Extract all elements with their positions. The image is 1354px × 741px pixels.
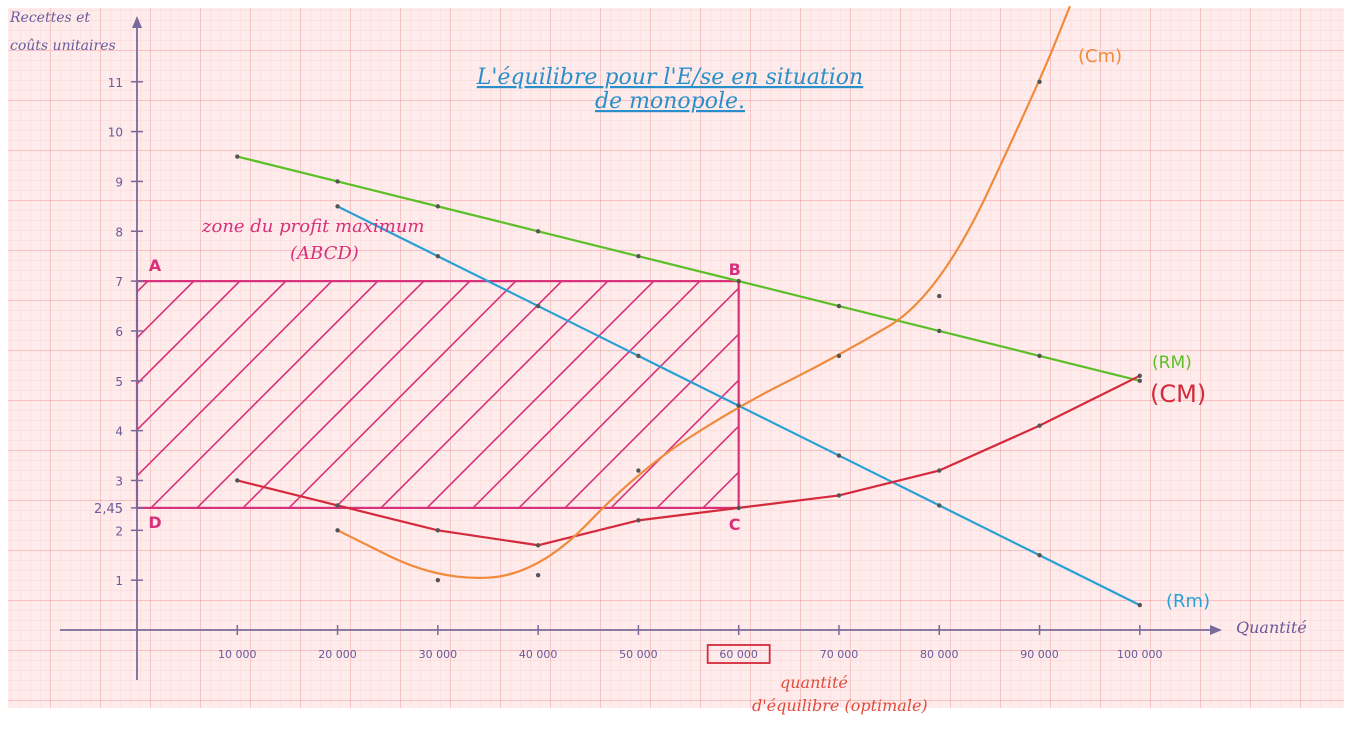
hatch-line bbox=[196, 281, 425, 508]
point-rm-2 bbox=[535, 303, 541, 309]
point-rm-3 bbox=[636, 353, 641, 359]
point-cm-4 bbox=[736, 403, 741, 408]
vertex-C: C bbox=[729, 515, 741, 534]
point-rm-5 bbox=[736, 278, 741, 284]
y-tick-label: 6 bbox=[115, 325, 123, 339]
profit-zone-hatching bbox=[137, 281, 739, 508]
point-rm-6 bbox=[937, 503, 942, 508]
y-tick-label: 9 bbox=[115, 175, 123, 189]
point-rm-8 bbox=[1037, 353, 1042, 359]
y-tick-label: 2 bbox=[115, 524, 123, 538]
x-tick-label: 60 000 bbox=[719, 648, 758, 661]
x-tick-label: 70 000 bbox=[820, 648, 859, 661]
point-cm-6 bbox=[937, 293, 942, 299]
vertex-B: B bbox=[729, 260, 741, 279]
series-line-cm bbox=[336, 5, 1071, 579]
y-tick-label: 8 bbox=[115, 225, 123, 239]
x-tick-label: 10 000 bbox=[218, 648, 257, 661]
y-tick-label: 5 bbox=[115, 375, 123, 389]
hatch-line bbox=[137, 281, 241, 386]
point-cm-1 bbox=[435, 577, 441, 583]
point-rm-4 bbox=[636, 254, 641, 259]
y-tick-label: 1 bbox=[115, 574, 123, 588]
series-label-rm: (RM) bbox=[1152, 353, 1192, 373]
vertex-D: D bbox=[148, 513, 161, 532]
point-cm-2 bbox=[535, 572, 541, 578]
series-line-rm bbox=[236, 155, 1141, 382]
hatch-line bbox=[518, 287, 739, 508]
point-cm-3 bbox=[636, 468, 641, 473]
x-tick-label: 40 000 bbox=[519, 648, 558, 661]
equilibrium-annotation-line-1: quantité bbox=[780, 673, 848, 692]
point-rm-0 bbox=[235, 154, 240, 159]
y-axis-label-line-2: coûts unitaires bbox=[10, 38, 116, 54]
x-tick-label: 20 000 bbox=[318, 648, 357, 661]
point-cm-6 bbox=[836, 493, 842, 498]
equilibrium-quantity-box bbox=[706, 644, 771, 664]
point-rm-8 bbox=[1137, 602, 1143, 608]
point-cm-7 bbox=[937, 468, 942, 473]
chart-title-line-2: de monopole. bbox=[595, 89, 745, 114]
hatch-line bbox=[334, 281, 563, 508]
point-rm-6 bbox=[836, 303, 842, 309]
y-tick-label: 10 bbox=[108, 126, 123, 140]
point-rm-0 bbox=[335, 204, 340, 209]
x-axis-label: Quantité bbox=[1236, 618, 1307, 637]
series-label-cm: (CM) bbox=[1150, 380, 1206, 408]
hatch-line bbox=[288, 281, 517, 508]
point-cm-5 bbox=[836, 353, 842, 359]
hatch-line bbox=[380, 281, 609, 508]
point-rm-3 bbox=[535, 229, 541, 234]
y-tick-label: 7 bbox=[115, 275, 123, 289]
chart-title-line-1: L'équilibre pour l'E/se en situation bbox=[476, 65, 863, 90]
y-axis-arrow bbox=[132, 16, 142, 28]
x-tick-label: 90 000 bbox=[1020, 648, 1059, 661]
hatch-line bbox=[564, 333, 739, 508]
series-label-cm: (Cm) bbox=[1078, 46, 1122, 67]
hatch-line bbox=[150, 281, 379, 508]
hatch-line bbox=[137, 281, 333, 478]
graph-paper-grid bbox=[8, 8, 1344, 708]
point-cm-5 bbox=[736, 505, 741, 511]
point-cm-3 bbox=[535, 543, 541, 548]
x-tick-label: 80 000 bbox=[920, 648, 959, 661]
vertex-A: A bbox=[149, 256, 162, 275]
x-tick-label: 100 000 bbox=[1117, 648, 1163, 661]
point-cm-4 bbox=[636, 518, 641, 523]
y-tick-label: 2,45 bbox=[94, 502, 123, 517]
point-cm-0 bbox=[235, 478, 240, 483]
point-rm-1 bbox=[335, 179, 340, 184]
series-label-rm: (Rm) bbox=[1166, 591, 1210, 612]
x-tick-label: 50 000 bbox=[619, 648, 658, 661]
point-cm-9 bbox=[1137, 373, 1143, 379]
point-cm-1 bbox=[335, 503, 340, 508]
series-line-cm bbox=[236, 374, 1141, 547]
point-rm-1 bbox=[435, 254, 441, 259]
hatch-line bbox=[137, 281, 287, 432]
point-cm-7 bbox=[1037, 79, 1042, 84]
y-axis-label-line-1: Recettes et bbox=[9, 10, 90, 26]
equilibrium-annotation-line-2: d'équilibre (optimale) bbox=[752, 696, 928, 715]
profit-zone-label-line-1: zone du profit maximum bbox=[201, 216, 425, 237]
point-rm-7 bbox=[1037, 553, 1042, 558]
hatch-line bbox=[242, 281, 471, 508]
hatch-line bbox=[426, 281, 655, 508]
point-cm-0 bbox=[335, 528, 340, 533]
point-rm-5 bbox=[836, 453, 842, 458]
point-rm-2 bbox=[435, 204, 441, 209]
point-cm-2 bbox=[435, 528, 441, 533]
y-tick-label: 4 bbox=[115, 425, 123, 439]
profit-zone-label-line-2: (ABCD) bbox=[290, 243, 359, 264]
y-tick-label: 3 bbox=[115, 474, 123, 488]
hatch-line bbox=[472, 281, 701, 508]
point-rm-9 bbox=[1137, 378, 1143, 384]
x-axis-arrow bbox=[1210, 625, 1222, 635]
point-cm-8 bbox=[1037, 423, 1042, 428]
x-tick-label: 30 000 bbox=[419, 648, 458, 661]
hatch-line bbox=[656, 425, 739, 508]
point-rm-7 bbox=[937, 328, 942, 334]
y-tick-label: 11 bbox=[108, 76, 123, 90]
